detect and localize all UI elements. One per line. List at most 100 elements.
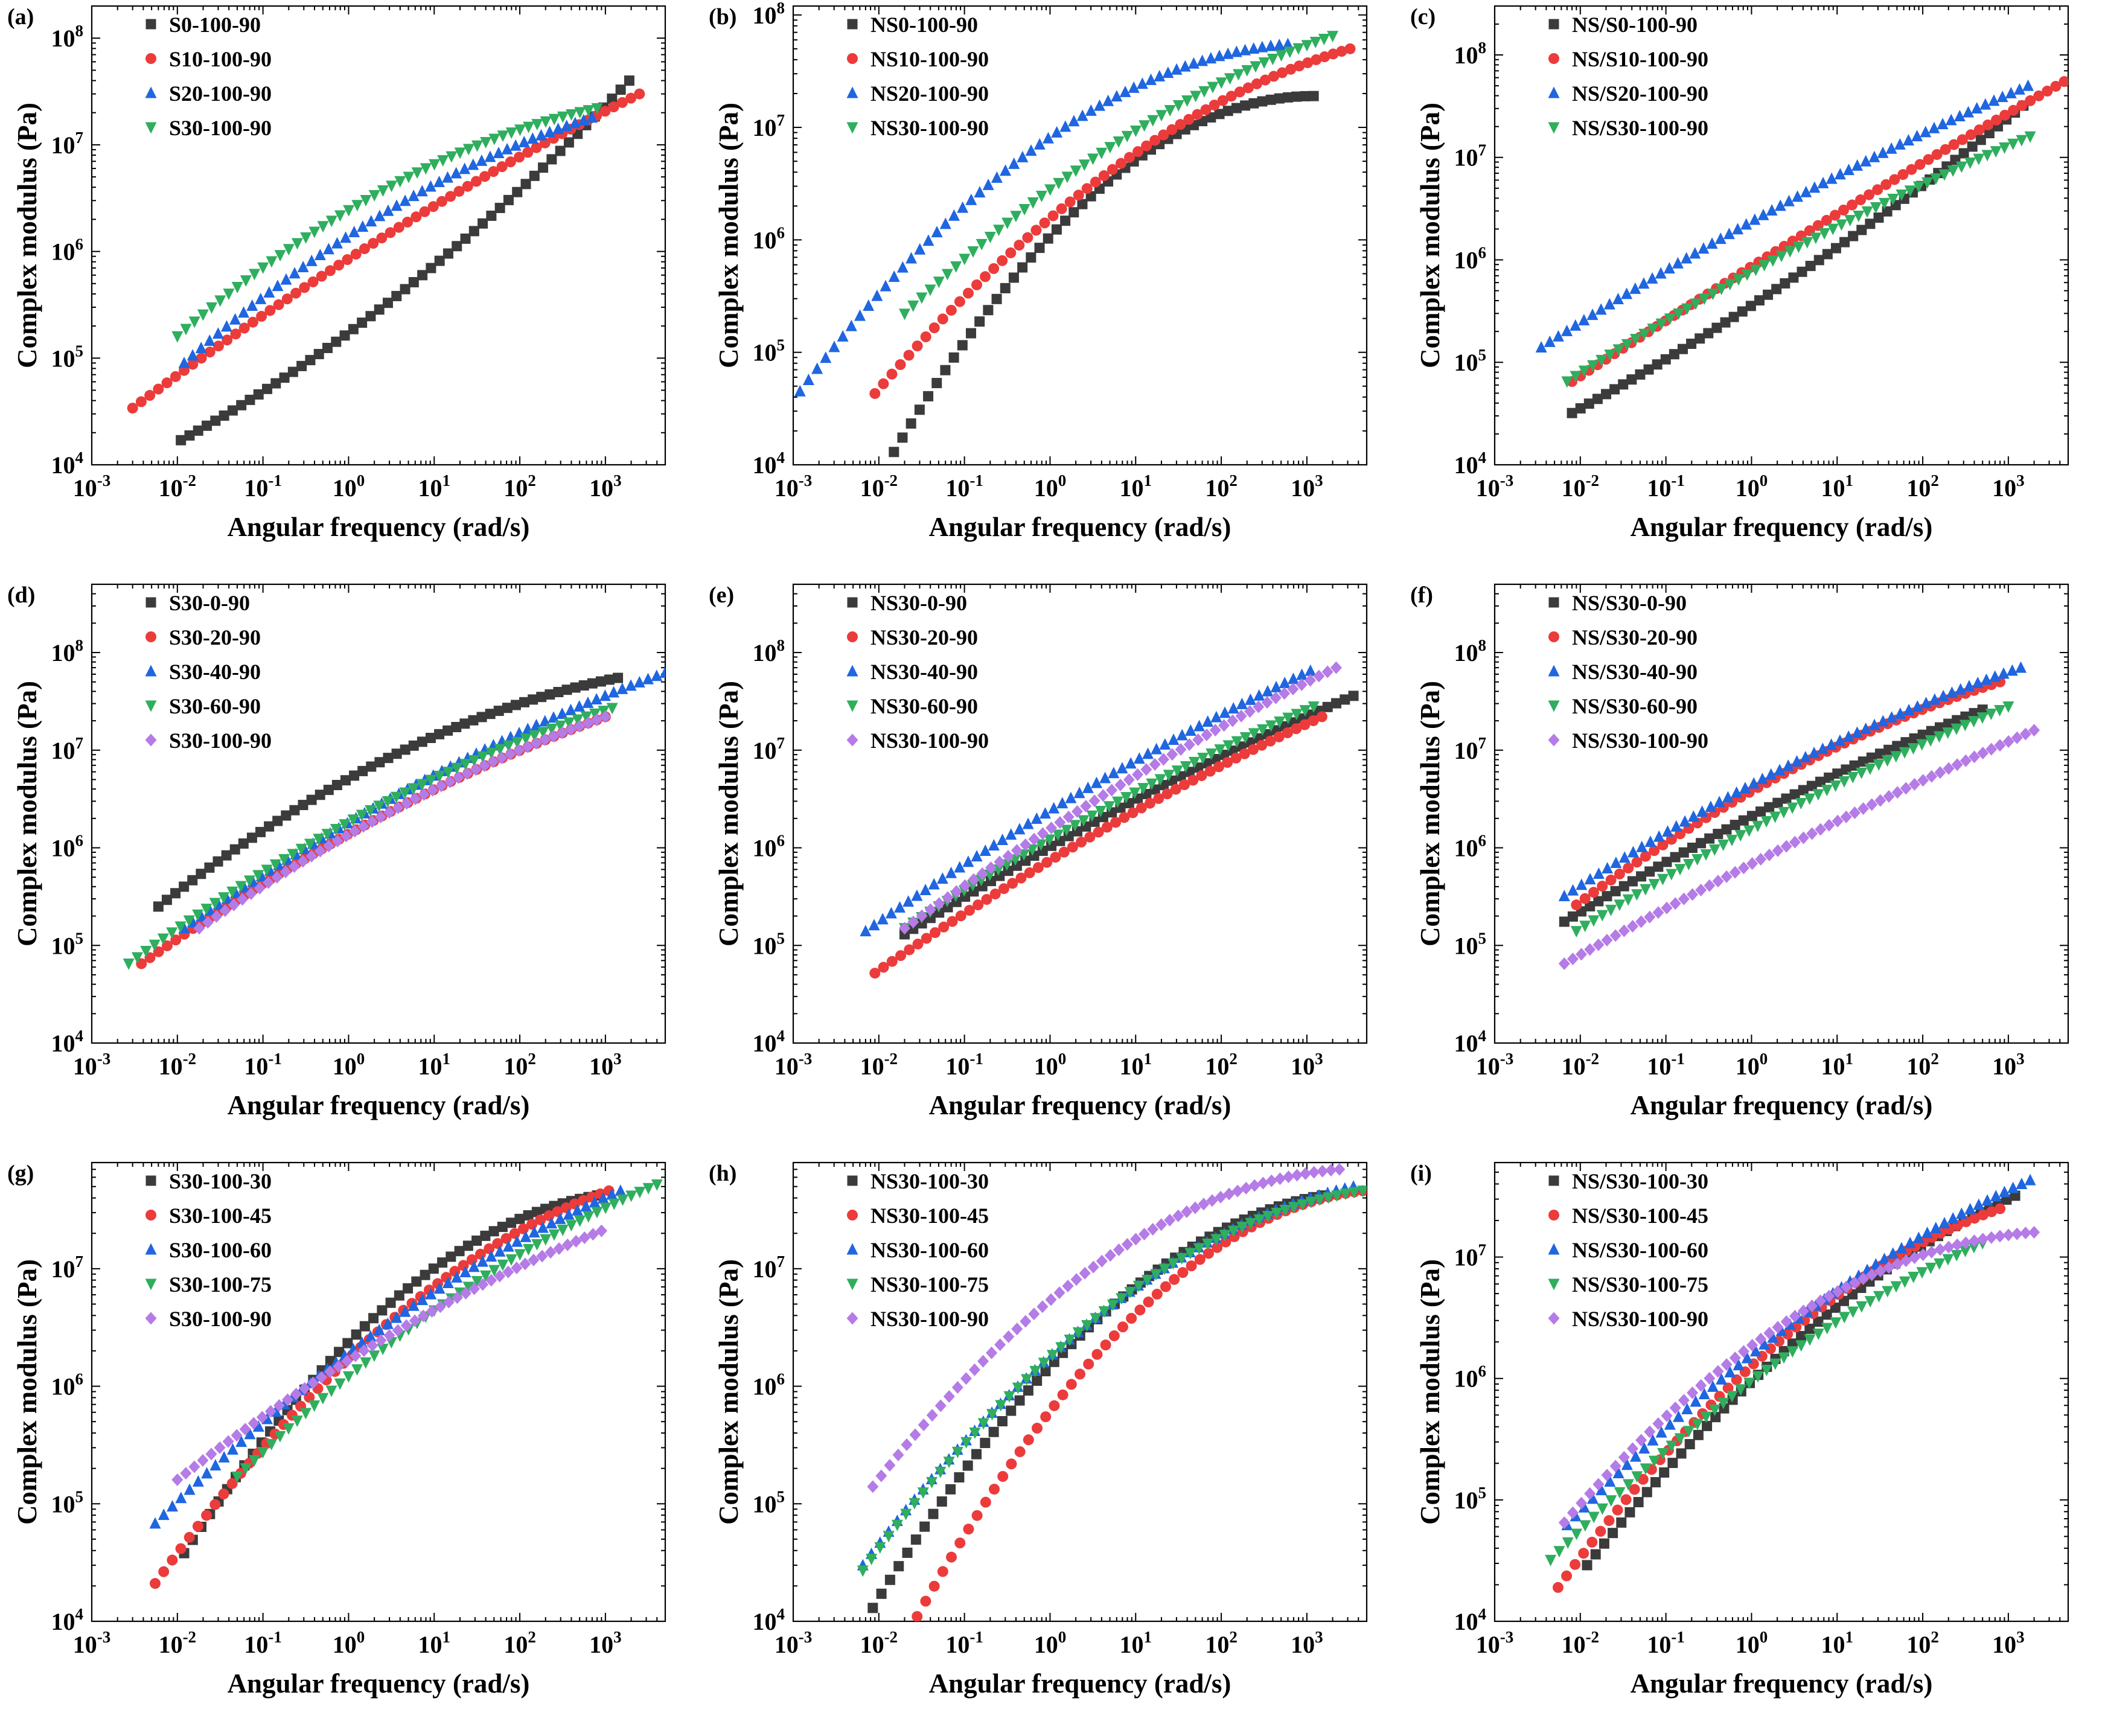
data-point-triangle-down (1176, 1253, 1188, 1265)
data-point-diamond (570, 1234, 582, 1248)
data-point-circle (445, 191, 456, 202)
x-tick-label: 102 (1906, 1628, 1939, 1658)
data-point-triangle-up (526, 132, 538, 144)
data-point-triangle-down (1035, 839, 1047, 851)
data-point-triangle-down (295, 843, 307, 855)
x-tick-label: 101 (1821, 1628, 1854, 1658)
data-point-diamond (1755, 852, 1767, 866)
data-point-triangle-down (266, 1438, 278, 1450)
data-point-diamond (237, 893, 249, 906)
data-point-triangle-up (1740, 218, 1752, 230)
legend-marker-triangle-down (846, 700, 858, 712)
data-point-triangle-down (557, 1224, 569, 1236)
data-point-triangle-down (1308, 701, 1320, 713)
data-point-triangle-down (1239, 732, 1251, 744)
data-point-circle (1073, 190, 1084, 201)
data-point-triangle-up (1099, 771, 1111, 783)
data-point-circle (1931, 148, 1943, 160)
chart-panel-f: 10-3 10-2 10-1 100 101 102 103 104 105 106 107 108 A… (1403, 578, 2104, 1157)
data-point-square (1796, 1331, 1807, 1342)
legend-marker-triangle-up (1548, 665, 1560, 677)
data-point-triangle-up (1981, 673, 1993, 685)
data-point-diamond (1166, 748, 1178, 761)
data-point-square (1308, 91, 1319, 101)
data-point-diamond (2011, 731, 2023, 744)
data-point-circle (1948, 139, 1960, 150)
data-point-triangle-up (625, 679, 637, 691)
data-point-circle (1067, 841, 1078, 853)
panel-label: (c) (1410, 4, 1436, 30)
data-point-triangle-up (1774, 199, 1786, 211)
data-point-diamond (288, 860, 300, 873)
data-point-diamond (943, 1390, 955, 1403)
data-point-triangle-down (1853, 211, 1865, 223)
data-point-triangle-up (888, 270, 900, 282)
data-point-circle (505, 156, 516, 168)
data-point-diamond (1584, 943, 1596, 956)
data-point-diamond (1661, 1409, 1673, 1422)
data-point-circle (161, 377, 173, 389)
data-point-square (1917, 729, 1928, 740)
data-point-triangle-up (1561, 324, 1573, 336)
data-point-triangle-down (1245, 1217, 1257, 1230)
data-point-circle (1074, 1368, 1085, 1380)
plot-frame (1493, 583, 2069, 1044)
data-point-diamond (1720, 870, 1733, 883)
data-point-triangle-up (1154, 69, 1166, 81)
data-point-diamond (1994, 739, 2006, 752)
x-tick-label: 10-1 (1647, 1050, 1685, 1080)
data-point-square (227, 405, 238, 416)
data-point-triangle-up (1937, 689, 1949, 701)
x-tick-label: 100 (1736, 471, 1768, 502)
data-point-circle (1914, 159, 1926, 170)
data-point-diamond (1253, 700, 1265, 713)
data-point-circle (1977, 1209, 1988, 1221)
data-point-triangle-down (1586, 360, 1599, 372)
data-point-triangle-up (1245, 693, 1257, 705)
data-point-circle (1064, 196, 1076, 208)
data-point-triangle-up (1612, 1467, 1624, 1479)
data-point-triangle-down (471, 1275, 483, 1288)
data-point-triangle-down (1111, 796, 1123, 808)
data-point-diamond (1857, 802, 1870, 815)
data-point-triangle-down (874, 1542, 886, 1554)
data-point-triangle-up (1868, 150, 1880, 162)
chart-svg: 10-3 10-2 10-1 100 101 102 103104105106107108A… (1410, 582, 2069, 1120)
data-point-triangle-down (1674, 1433, 1686, 1445)
data-point-diamond (392, 1324, 404, 1337)
data-point-circle (290, 287, 302, 299)
data-point-triangle-up (1716, 1373, 1728, 1385)
x-tick-label: 10-2 (860, 471, 898, 502)
data-point-triangle-down (1950, 723, 1963, 735)
data-point-triangle-up (1774, 764, 1786, 776)
data-point-circle (1166, 124, 1178, 135)
data-point-triangle-down (1190, 91, 1202, 103)
data-points (1558, 661, 2040, 971)
data-point-circle (218, 1489, 229, 1500)
data-point-diamond (1704, 1371, 1716, 1385)
data-point-diamond (933, 897, 945, 910)
data-point-triangle-down (459, 759, 471, 771)
data-point-triangle-up (914, 243, 926, 255)
data-point-triangle-down (566, 109, 578, 121)
data-points (857, 1163, 1367, 1621)
data-point-triangle-up (863, 299, 875, 311)
data-point-triangle-down (257, 1447, 269, 1459)
data-point-triangle-up (1111, 90, 1123, 102)
y-axis-title: Complex modulus (Pa) (1415, 103, 1445, 368)
y-axis-title: Complex modulus (Pa) (12, 103, 42, 368)
data-point-triangle-down (1882, 1286, 1894, 1298)
data-point-circle (912, 938, 924, 949)
data-point-square (506, 1217, 517, 1228)
data-point-diamond (392, 801, 404, 814)
data-point-triangle-down (462, 1281, 474, 1294)
data-point-square (210, 415, 221, 426)
data-point-square (934, 907, 945, 918)
x-tick-label: 101 (1821, 471, 1854, 502)
data-point-triangle-down (1691, 854, 1704, 866)
data-points (127, 75, 645, 445)
y-tick-label: 107 (1454, 1241, 1487, 1271)
data-point-circle (1991, 114, 2002, 126)
data-point-square (1730, 820, 1740, 831)
data-point-circle (1093, 826, 1104, 838)
